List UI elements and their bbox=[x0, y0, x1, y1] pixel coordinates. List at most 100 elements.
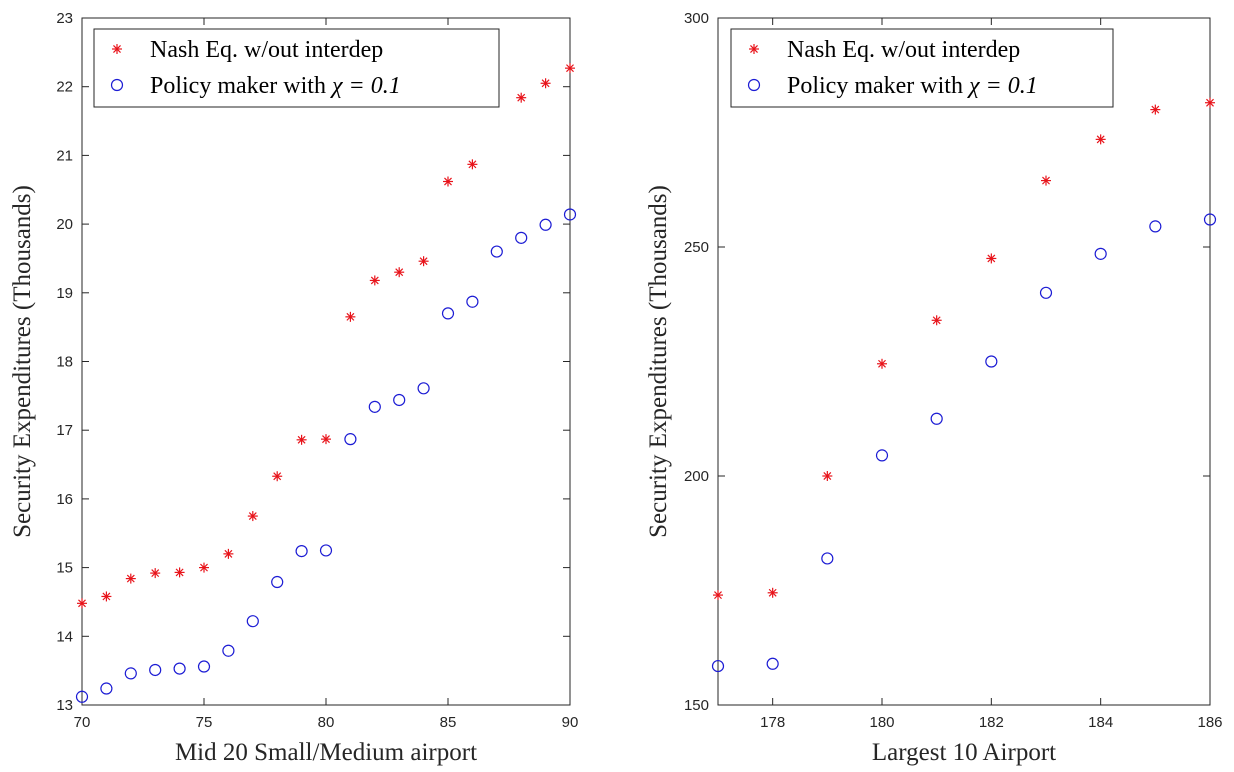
legend-label: Nash Eq. w/out interdep bbox=[787, 37, 1020, 63]
policy-point bbox=[417, 382, 430, 395]
legend: Nash Eq. w/out interdep Policy maker with… bbox=[730, 28, 1114, 108]
policy-point bbox=[124, 667, 137, 680]
nash-point bbox=[199, 562, 209, 573]
nash-point bbox=[345, 311, 356, 322]
policy-point bbox=[1094, 247, 1107, 260]
policy-point bbox=[368, 400, 381, 413]
x-tick-label: 184 bbox=[1088, 714, 1113, 731]
policy-point bbox=[1149, 220, 1162, 233]
series-0 bbox=[713, 97, 1215, 601]
x-tick-label: 178 bbox=[760, 714, 785, 731]
legend-circle-icon bbox=[110, 78, 124, 92]
legend-label: Policy maker with χ = 0.1 bbox=[150, 73, 401, 99]
nash-point bbox=[713, 590, 723, 601]
nash-point bbox=[1041, 175, 1051, 186]
policy-point bbox=[173, 662, 186, 675]
policy-point bbox=[1203, 213, 1217, 226]
policy-point bbox=[1039, 286, 1053, 299]
nash-point bbox=[822, 471, 833, 481]
y-tick-label: 200 bbox=[684, 468, 709, 485]
legend-box bbox=[93, 28, 500, 108]
legend-asterisk-icon bbox=[112, 44, 122, 54]
policy-point bbox=[393, 393, 406, 407]
policy-point bbox=[246, 615, 259, 628]
policy-point bbox=[563, 208, 577, 221]
nash-point bbox=[174, 567, 185, 578]
policy-point bbox=[149, 663, 162, 677]
legend-asterisk-icon bbox=[749, 44, 759, 54]
y-tick-label: 20 bbox=[56, 216, 73, 233]
y-tick-label: 14 bbox=[56, 628, 73, 645]
nash-point bbox=[986, 253, 997, 264]
nash-point bbox=[443, 176, 453, 187]
y-tick-label: 17 bbox=[56, 422, 73, 439]
x-tick-label: 70 bbox=[74, 714, 91, 731]
nash-point bbox=[767, 587, 778, 598]
nash-point bbox=[877, 358, 887, 369]
nash-point bbox=[931, 315, 942, 326]
policy-point bbox=[319, 544, 333, 557]
policy-point bbox=[930, 412, 943, 425]
nash-point bbox=[150, 568, 161, 579]
policy-point bbox=[515, 231, 528, 244]
y-tick-label: 21 bbox=[56, 147, 73, 164]
nash-point bbox=[247, 511, 258, 522]
policy-point bbox=[222, 644, 235, 657]
left-panel: 70 75 80 85 90 13 14 15 16 17 18 19 20 21 22 23 Mid 20 S… bbox=[9, 10, 578, 766]
policy-point bbox=[75, 690, 89, 703]
nash-point bbox=[394, 267, 405, 278]
policy-point bbox=[711, 659, 725, 673]
y-tick-label: 300 bbox=[684, 10, 709, 27]
nash-point bbox=[77, 598, 87, 609]
y-tick-label: 18 bbox=[56, 354, 73, 371]
nash-point bbox=[321, 434, 331, 445]
nash-point bbox=[467, 159, 478, 170]
y-axis-label: Security Expenditures (Thousands) bbox=[9, 185, 36, 538]
legend-box bbox=[730, 28, 1114, 108]
policy-point bbox=[539, 218, 552, 231]
y-tick-label: 13 bbox=[56, 697, 73, 714]
x-tick-label: 186 bbox=[1197, 714, 1222, 731]
nash-point bbox=[272, 471, 283, 482]
policy-point bbox=[821, 552, 834, 565]
nash-point bbox=[223, 548, 234, 559]
x-tick-label: 80 bbox=[318, 714, 335, 731]
x-axis-label: Mid 20 Small/Medium airport bbox=[175, 739, 477, 766]
y-tick-label: 22 bbox=[56, 79, 73, 96]
policy-point bbox=[875, 449, 889, 462]
legend: Nash Eq. w/out interdep Policy maker with… bbox=[93, 28, 500, 108]
legend-label: Policy maker with χ = 0.1 bbox=[787, 73, 1038, 99]
y-tick-label: 23 bbox=[56, 10, 73, 27]
policy-point bbox=[441, 307, 455, 320]
x-tick-label: 85 bbox=[440, 714, 457, 731]
nash-point bbox=[296, 434, 307, 445]
y-tick-label: 150 bbox=[684, 697, 709, 714]
x-axis-label: Largest 10 Airport bbox=[872, 739, 1056, 766]
x-tick-label: 180 bbox=[869, 714, 894, 731]
legend-circle-icon bbox=[747, 78, 761, 92]
policy-point bbox=[985, 355, 998, 368]
series-0 bbox=[77, 63, 575, 609]
plot-frame bbox=[81, 17, 571, 706]
policy-point bbox=[766, 657, 779, 670]
y-axis-label: Security Expenditures (Thousands) bbox=[645, 185, 672, 538]
policy-point bbox=[197, 660, 211, 673]
series-1 bbox=[75, 208, 577, 703]
legend-label: Nash Eq. w/out interdep bbox=[150, 37, 383, 63]
nash-point bbox=[516, 92, 527, 103]
nash-point bbox=[101, 591, 112, 602]
y-tick-label: 250 bbox=[684, 239, 709, 256]
y-tick-label: 19 bbox=[56, 285, 73, 302]
x-tick-label: 75 bbox=[196, 714, 213, 731]
nash-point bbox=[418, 256, 429, 267]
policy-point bbox=[466, 295, 479, 308]
nash-point bbox=[540, 78, 551, 89]
policy-point bbox=[295, 545, 308, 558]
x-tick-label: 182 bbox=[979, 714, 1004, 731]
policy-point bbox=[271, 575, 284, 589]
right-panel: 178 180 182 184 186 150 200 250 300 Largest 10 Ai… bbox=[645, 10, 1223, 766]
nash-point bbox=[125, 573, 136, 584]
y-tick-label: 16 bbox=[56, 491, 73, 508]
nash-point bbox=[1095, 134, 1106, 145]
